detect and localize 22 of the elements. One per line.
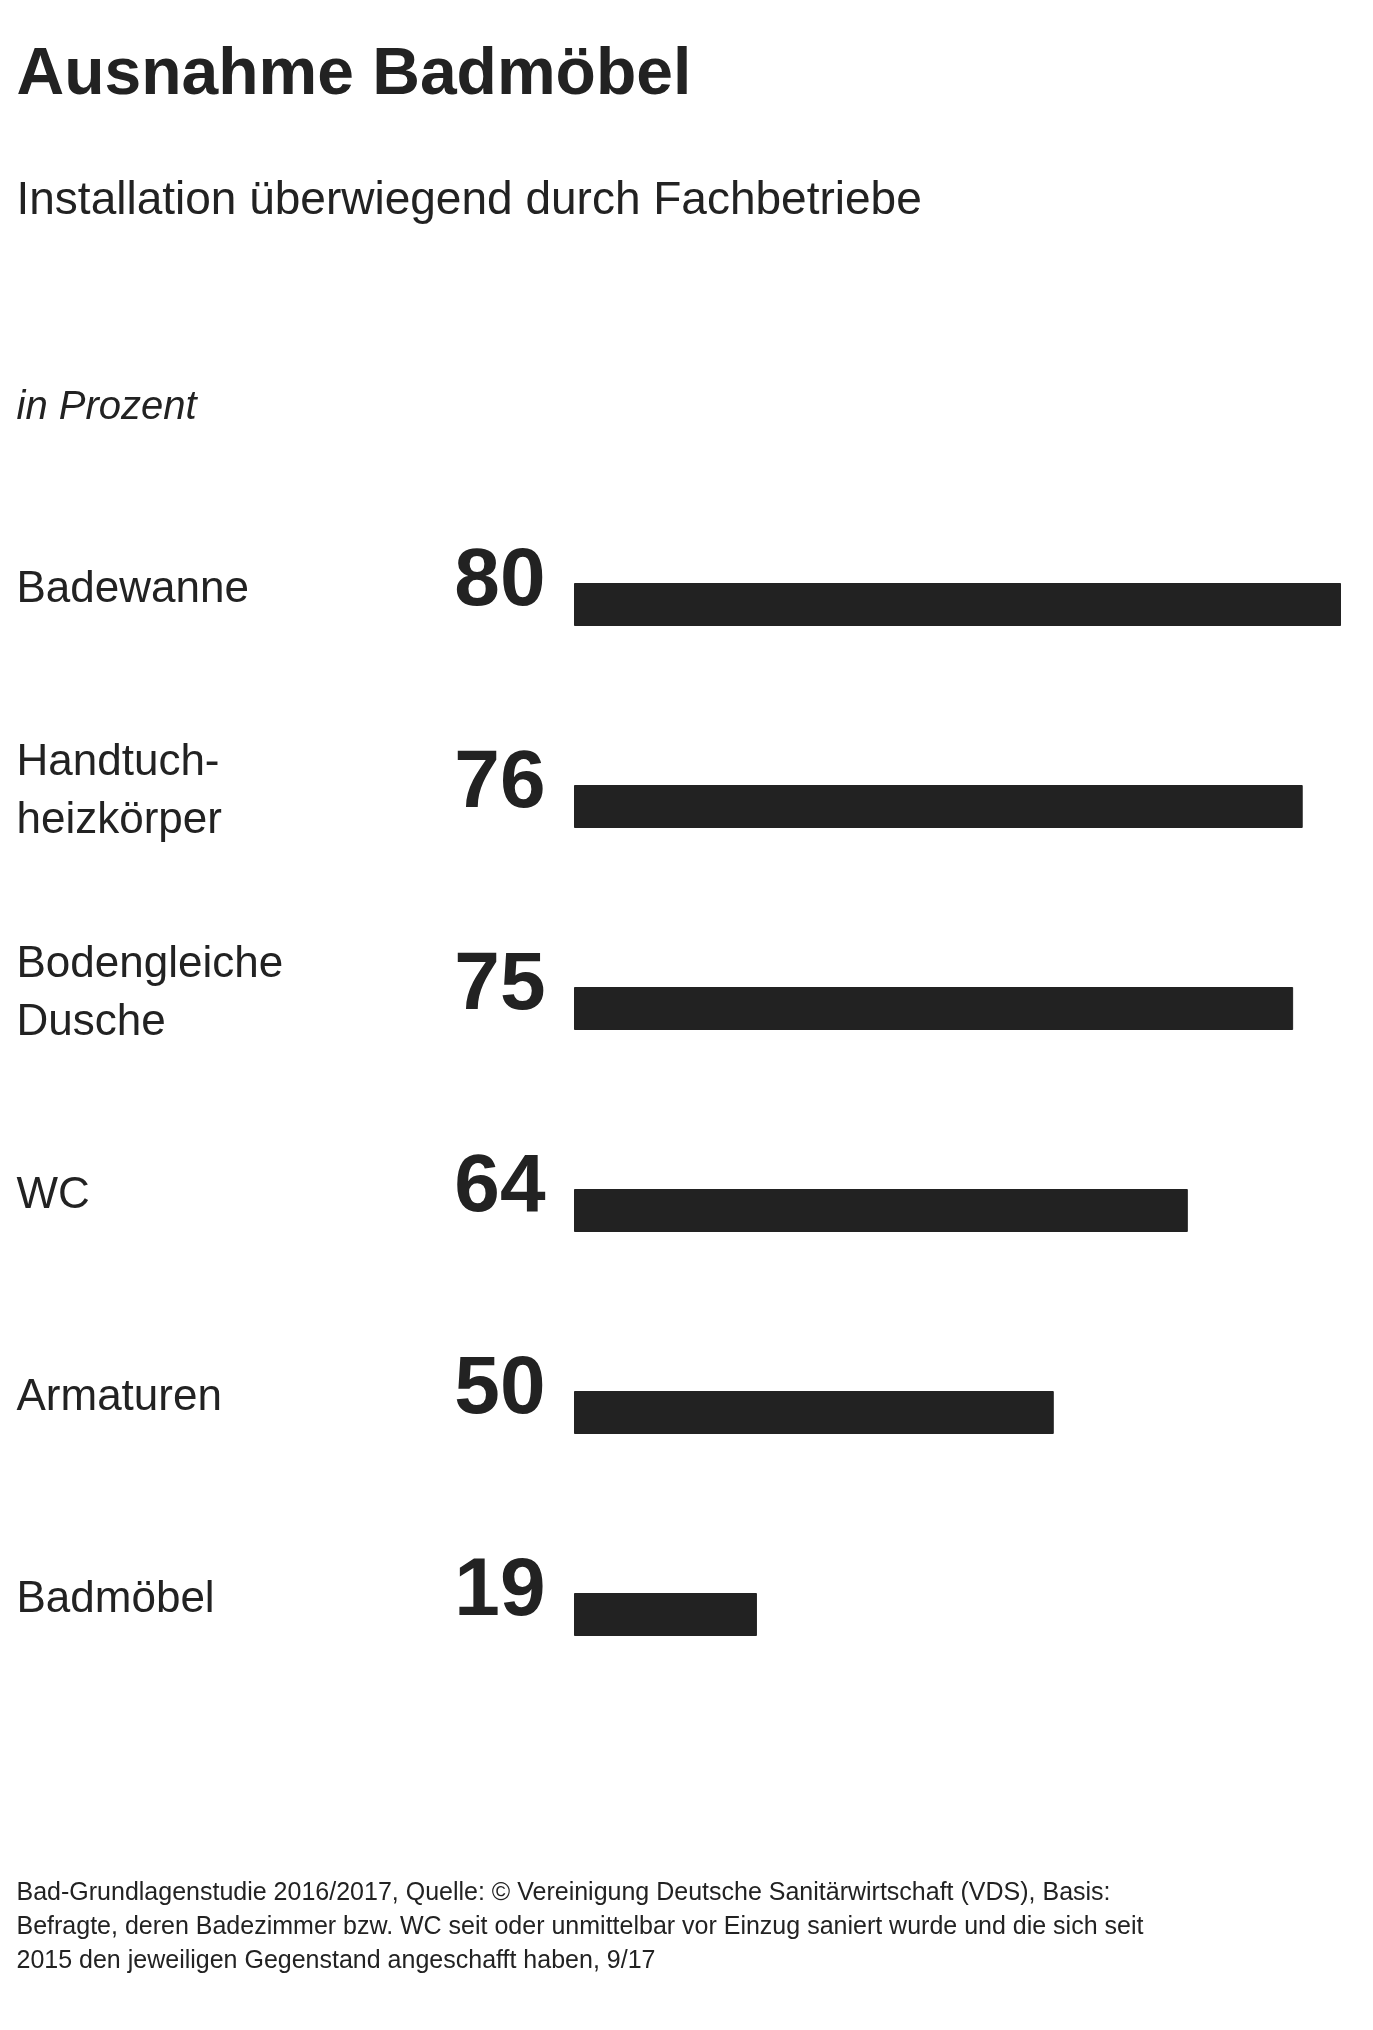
data-label: 50 xyxy=(454,1339,546,1430)
bar xyxy=(574,583,1341,626)
bar xyxy=(574,1593,757,1636)
text: in Prozent xyxy=(16,382,199,427)
y-tick-label: Handtuch- heizkörper xyxy=(16,734,222,843)
bar xyxy=(574,987,1294,1030)
bar xyxy=(574,1189,1188,1232)
bar xyxy=(574,785,1303,828)
data-label: 75 xyxy=(454,935,546,1026)
data-label: 80 xyxy=(454,531,546,622)
bar xyxy=(574,1391,1054,1434)
y-tick-label: Badewanne xyxy=(16,562,249,611)
y-tick-label: Armaturen xyxy=(16,1370,222,1419)
data-label: 76 xyxy=(454,733,546,824)
y-tick-label: WC xyxy=(16,1168,90,1217)
chart-subtitle: Installation überwiegend durch Fachbetriebe xyxy=(16,171,922,224)
text: Bad-Grundlagenstudie 2016/2017, Quelle: © Vereinigung Deutsche Sanitärwirtschaft (VDS), Basis: Befragte, deren Badezimmer bzw. WC seit oder unmittelbar vor Einzug saniert wurde und die sich seit 2015 den jeweiligen Gegenstand angeschafft haben, 9/17 xyxy=(16,1876,1144,1973)
y-tick-label: Badmöbel xyxy=(16,1572,215,1621)
y-tick-label: Bodengleiche Dusche xyxy=(16,936,284,1045)
data-label: 19 xyxy=(454,1541,546,1632)
data-label: 64 xyxy=(454,1137,546,1228)
chart-title: Ausnahme Badmöbel xyxy=(16,33,692,108)
